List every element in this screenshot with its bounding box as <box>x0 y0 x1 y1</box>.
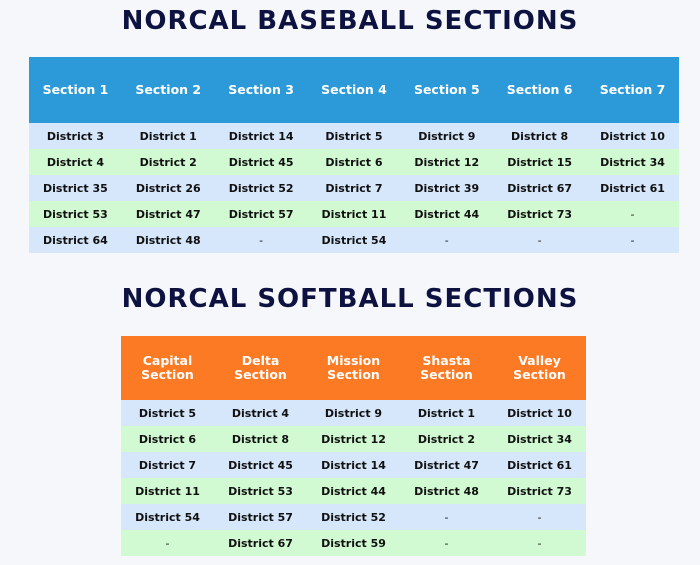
table-cell: District 11 <box>135 484 200 498</box>
table-cell: District 61 <box>507 458 572 472</box>
table-cell: District 4 <box>231 406 290 420</box>
table-cell: District 10 <box>600 129 665 143</box>
table-cell: - <box>630 207 635 221</box>
table-cell: District 57 <box>228 510 293 524</box>
baseball-sections-title: NORCAL BASEBALL SECTIONS <box>121 6 579 36</box>
table-cell: District 67 <box>507 181 573 195</box>
table-cell: District 2 <box>139 155 197 169</box>
baseball-sections-table: Section 1 Section 2 Section 3 Section 4 Sect… <box>29 57 679 253</box>
table-cell: District 73 <box>507 484 572 498</box>
table-cell: District 35 <box>43 181 108 195</box>
table-cell: District 14 <box>321 458 386 472</box>
table-cell: District 47 <box>135 207 201 221</box>
table-cell: District 44 <box>414 207 480 221</box>
table-row: District 11 District 53 District 44 Distric… <box>121 478 586 504</box>
table-cell: District 1 <box>417 406 476 420</box>
table-cell: - <box>259 233 264 247</box>
table-cell: - <box>444 536 449 550</box>
table-cell: District 54 <box>135 510 200 524</box>
table-cell: District 53 <box>43 207 108 221</box>
table-cell: District 6 <box>138 432 197 446</box>
table-cell: - <box>444 233 449 247</box>
table-cell: District 73 <box>507 207 573 221</box>
table-cell: District 5 <box>138 406 197 420</box>
table-cell: - <box>444 510 449 524</box>
table-row: District 35 District 26 District 52 Distric… <box>29 175 679 201</box>
table-cell: District 45 <box>228 458 293 472</box>
table-cell: District 57 <box>228 207 294 221</box>
column-header: Section 1 <box>42 82 109 97</box>
table-cell: - <box>165 536 170 550</box>
table-row: - District 67 District 59 - - <box>121 530 586 556</box>
table-cell: District 54 <box>321 233 387 247</box>
column-header: Delta Section <box>234 353 287 382</box>
table-cell: District 52 <box>321 510 386 524</box>
column-header: Section 5 <box>413 82 480 97</box>
table-cell: - <box>537 233 542 247</box>
table-row: District 7 District 45 District 14 District… <box>121 452 586 478</box>
table-cell: District 12 <box>414 155 480 169</box>
column-header: Capital Section <box>141 353 194 382</box>
table-cell: District 44 <box>321 484 386 498</box>
table-cell: District 61 <box>600 181 665 195</box>
table-cell: District 8 <box>231 432 290 446</box>
table-cell: District 8 <box>511 129 569 143</box>
table-cell: District 45 <box>228 155 294 169</box>
table-cell: District 9 <box>324 406 383 420</box>
column-header: Section 2 <box>135 82 202 97</box>
table-cell: District 6 <box>325 155 383 169</box>
table-cell: District 15 <box>507 155 573 169</box>
table-cell: District 9 <box>418 129 476 143</box>
table-row: District 53 District 47 District 57 Distric… <box>29 201 679 227</box>
softball-sections-title: NORCAL SOFTBALL SECTIONS <box>121 284 579 314</box>
table-cell: - <box>537 510 542 524</box>
column-header: Section 4 <box>321 82 387 97</box>
table-cell: District 12 <box>321 432 386 446</box>
table-header-row: Capital Section Delta Section Mission Section… <box>121 336 586 400</box>
table-cell: District 64 <box>43 233 108 247</box>
column-header: Section 3 <box>228 82 294 97</box>
column-header: Valley Section <box>513 353 566 382</box>
column-header: Section 6 <box>506 82 573 97</box>
table-cell: District 2 <box>417 432 476 446</box>
column-header: Mission Section <box>326 353 381 382</box>
column-header: Shasta Section <box>420 353 473 382</box>
table-cell: District 53 <box>228 484 293 498</box>
table-cell: District 7 <box>325 181 383 195</box>
table-row: District 4 District 2 District 45 District … <box>29 149 679 175</box>
table-cell: District 48 <box>414 484 479 498</box>
table-cell: District 52 <box>228 181 294 195</box>
table-cell: District 10 <box>507 406 572 420</box>
table-row: District 6 District 8 District 12 District … <box>121 426 586 452</box>
column-header: Section 7 <box>599 82 666 97</box>
table-cell: District 34 <box>600 155 665 169</box>
table-row: District 3 District 1 District 14 District … <box>29 123 679 149</box>
table-cell: District 59 <box>321 536 386 550</box>
table-cell: District 11 <box>321 207 387 221</box>
table-row: District 64 District 48 - District 54 - - - <box>29 227 679 253</box>
table-cell: - <box>630 233 635 247</box>
table-cell: District 39 <box>414 181 480 195</box>
table-cell: District 5 <box>325 129 383 143</box>
table-cell: District 3 <box>46 129 104 143</box>
table-cell: District 7 <box>138 458 197 472</box>
table-row: District 54 District 57 District 52 - - <box>121 504 586 530</box>
table-cell: District 47 <box>414 458 479 472</box>
table-cell: District 14 <box>228 129 294 143</box>
softball-sections-table: Capital Section Delta Section Mission Section… <box>121 336 586 556</box>
table-cell: District 34 <box>507 432 572 446</box>
table-row: District 5 District 4 District 9 District 1… <box>121 400 586 426</box>
table-cell: District 4 <box>46 155 104 169</box>
table-cell: District 1 <box>139 129 197 143</box>
table-cell: - <box>537 536 542 550</box>
table-cell: District 48 <box>135 233 201 247</box>
table-header-row: Section 1 Section 2 Section 3 Section 4 Sect… <box>29 57 679 123</box>
table-cell: District 26 <box>135 181 201 195</box>
table-cell: District 67 <box>228 536 293 550</box>
